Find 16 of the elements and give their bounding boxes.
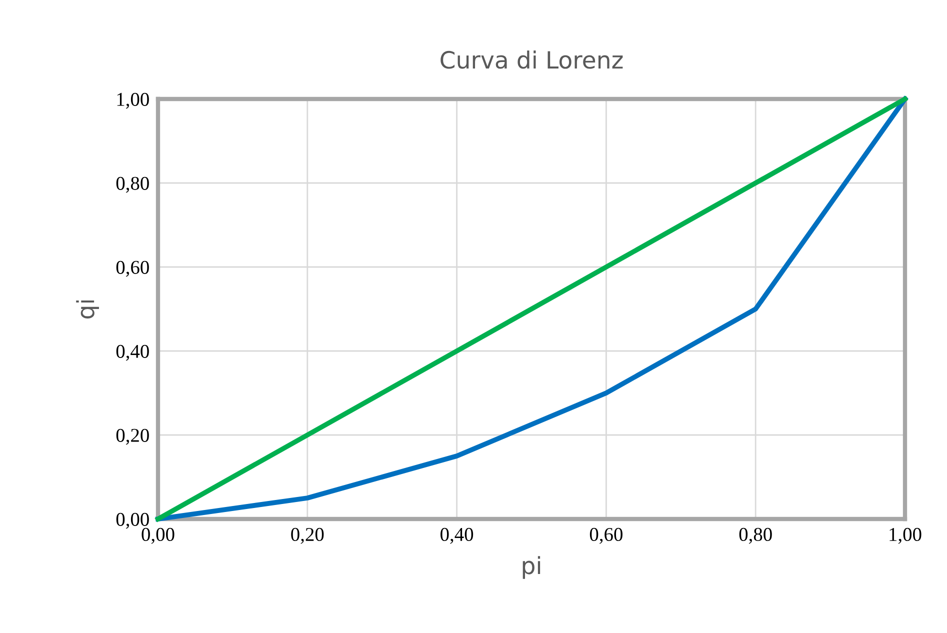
x-tick-label: 0,80 — [739, 528, 772, 544]
y-tick-label: 0,60 — [116, 260, 149, 277]
y-tick-label: 0,00 — [116, 512, 149, 529]
y-tick-label: 0,40 — [116, 344, 149, 361]
y-axis-title: qi — [76, 300, 99, 318]
x-tick-label: 0,40 — [440, 528, 474, 544]
y-tick-label: 0,80 — [116, 176, 149, 193]
x-tick-label: 0,60 — [590, 528, 622, 544]
y-tick-label: 1,00 — [117, 92, 149, 109]
line-series — [156, 96, 908, 522]
y-tick-label: 0,20 — [116, 428, 149, 445]
x-axis-title: pi — [522, 556, 540, 579]
x-tick-label: 1,00 — [890, 528, 922, 544]
x-tick-label: 0,20 — [291, 528, 324, 544]
chart-title: Curva di Lorenz — [440, 50, 623, 69]
x-tick-label: 0,00 — [142, 528, 174, 544]
